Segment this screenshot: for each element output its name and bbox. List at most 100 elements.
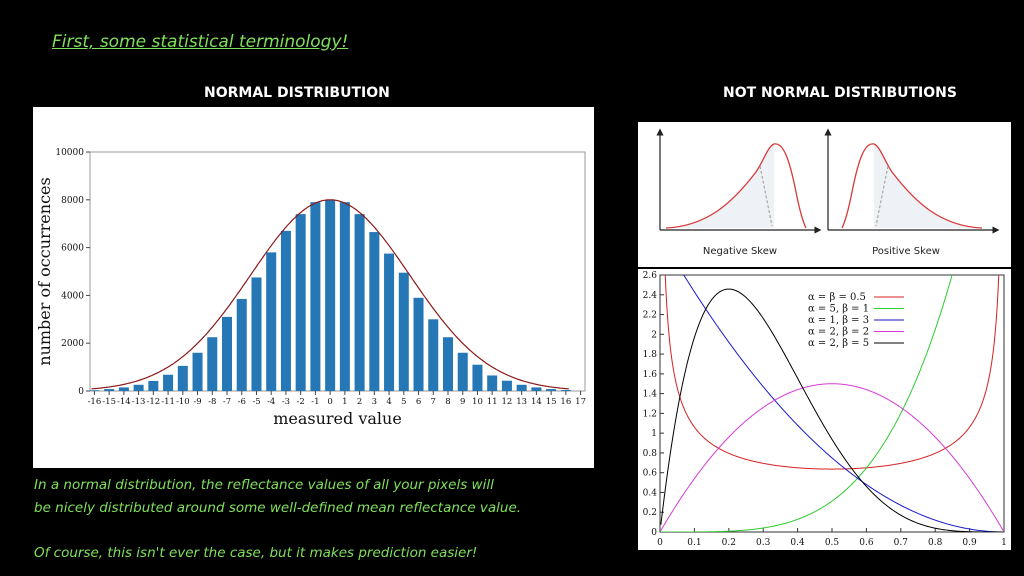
x-tick-label: -8: [208, 397, 216, 407]
x-tick-label: 10: [472, 397, 483, 407]
skew-chart-panel: Negative Skew Positive Skew: [638, 122, 1011, 267]
histogram-bar: [295, 214, 306, 391]
x-tick-label: -4: [267, 397, 275, 407]
histogram-bar: [384, 253, 395, 391]
x-tick-label: 5: [401, 397, 406, 407]
x-tick-label: 17: [575, 397, 586, 407]
histogram-bar: [457, 352, 468, 391]
x-tick-label: -5: [252, 397, 260, 407]
y-tick-label: 8000: [61, 196, 84, 206]
legend-entry-label: α = 2, β = 5: [808, 338, 869, 349]
histogram-bar: [163, 374, 174, 391]
x-tick-label: 1: [342, 397, 347, 407]
y-tick-label: 10000: [55, 148, 84, 158]
x-tick-label: -12: [146, 397, 160, 407]
histogram-bar: [266, 252, 277, 391]
histogram-bar: [339, 202, 350, 391]
x-tick-label: -13: [132, 397, 146, 407]
histogram-bar: [531, 387, 542, 391]
x-tick-label: -9: [193, 397, 201, 407]
histogram-bar: [472, 364, 483, 391]
y-tick-label: 1.4: [643, 390, 658, 400]
x-tick-label: 0.4: [790, 538, 805, 548]
x-tick-label: -1: [311, 397, 319, 407]
histogram-bar: [546, 389, 557, 391]
histogram-bar: [428, 319, 439, 391]
y-tick-label: 0.4: [643, 488, 658, 498]
x-tick-label: -2: [297, 397, 305, 407]
normal-distribution-chart-panel: 0 2000 4000 6000 8000 10000 -16 -15 -14 -13 -12 -11…: [33, 107, 594, 468]
negative-skew-median-line: [759, 165, 773, 227]
caption-line-2: be nicely distributed around some well-d…: [34, 500, 522, 516]
y-tick-label: 6000: [61, 244, 84, 254]
x-tick-label: 0.2: [722, 538, 736, 548]
x-tick-label: 6: [416, 397, 421, 407]
positive-skew-curve: [841, 143, 983, 229]
histogram-bar: [369, 232, 380, 391]
histogram-bar: [251, 277, 262, 391]
y-tick-label: 2.2: [643, 311, 657, 321]
x-tick-label: 0.1: [687, 538, 701, 548]
beta-series-line: [664, 275, 1000, 470]
histogram-bar: [501, 380, 512, 391]
histogram-bar: [442, 337, 453, 391]
x-tick-label: 0.7: [894, 538, 909, 548]
plot-frame: [89, 151, 586, 392]
x-tick-label: 15: [546, 397, 557, 407]
x-tick-label: 4: [386, 397, 391, 407]
y-tick-label: 1: [651, 429, 657, 439]
positive-skew-label: Positive Skew: [872, 246, 940, 257]
histogram-bar: [222, 316, 233, 391]
x-tick-label: 0.8: [928, 538, 943, 548]
x-tick-label: 3: [372, 397, 377, 407]
y-axis-label: number of occurrences: [35, 177, 54, 365]
histogram-bar: [89, 390, 100, 391]
x-tick-label: -10: [176, 397, 190, 407]
caption-line-1: In a normal distribution, the reflectanc…: [34, 477, 494, 493]
positive-skew-fill: [874, 144, 982, 228]
x-tick-label: 0: [327, 397, 332, 407]
histogram-bar: [280, 230, 291, 391]
negative-skew-fill: [666, 144, 774, 228]
x-tick-label: 12: [502, 397, 513, 407]
y-tick-label: 0: [651, 528, 657, 538]
histogram-bar: [354, 214, 365, 391]
x-tick-label: -11: [161, 397, 175, 407]
y-tick-label: 1.8: [643, 350, 658, 360]
x-tick-label: -14: [117, 397, 131, 407]
histogram-bar: [310, 202, 321, 391]
beta-series-line: [660, 383, 1004, 531]
x-tick-label: 11: [487, 397, 498, 407]
normal-distribution-heading: NORMAL DISTRIBUTION: [204, 85, 390, 101]
x-tick-label: 0.3: [756, 538, 771, 548]
x-tick-label: 2: [357, 397, 362, 407]
y-tick-label: 4000: [61, 291, 84, 301]
y-tick-label: 2: [651, 330, 657, 340]
y-tick-label: 1.6: [643, 370, 658, 380]
y-tick-label: 0: [78, 387, 84, 397]
beta-series-line: [683, 275, 1004, 532]
histogram-bar: [177, 365, 188, 391]
x-tick-label: -15: [102, 397, 116, 407]
y-tick-label: 2.6: [643, 271, 658, 281]
y-tick-label: 0.8: [643, 449, 658, 459]
x-tick-label: 0.6: [859, 538, 874, 548]
normal-fit-curve: [91, 199, 569, 390]
legend-entry-label: α = β = 0.5: [808, 292, 866, 303]
histogram-bar: [236, 298, 247, 391]
beta-distribution-chart-panel: 0 0.2 0.4 0.6 0.8 1 1.2 1.4 1.6 1.8 2 2.2 2.4 2.6 0 0.1…: [638, 269, 1011, 550]
negative-skew-curve: [665, 143, 807, 229]
histogram-bar: [104, 389, 115, 391]
histogram-bar: [192, 352, 203, 391]
y-tick-label: 2.4: [643, 291, 658, 301]
x-tick-label: -3: [282, 397, 290, 407]
x-tick-label: 0.5: [825, 538, 840, 548]
x-tick-label: 14: [531, 397, 542, 407]
positive-skew-median-line: [875, 165, 889, 227]
beta-series-line: [660, 288, 1004, 532]
legend-entry-label: α = 1, β = 3: [808, 315, 869, 326]
histogram-bar: [118, 387, 129, 391]
x-tick-label: 7: [431, 397, 436, 407]
x-tick-label: 0: [657, 538, 663, 548]
